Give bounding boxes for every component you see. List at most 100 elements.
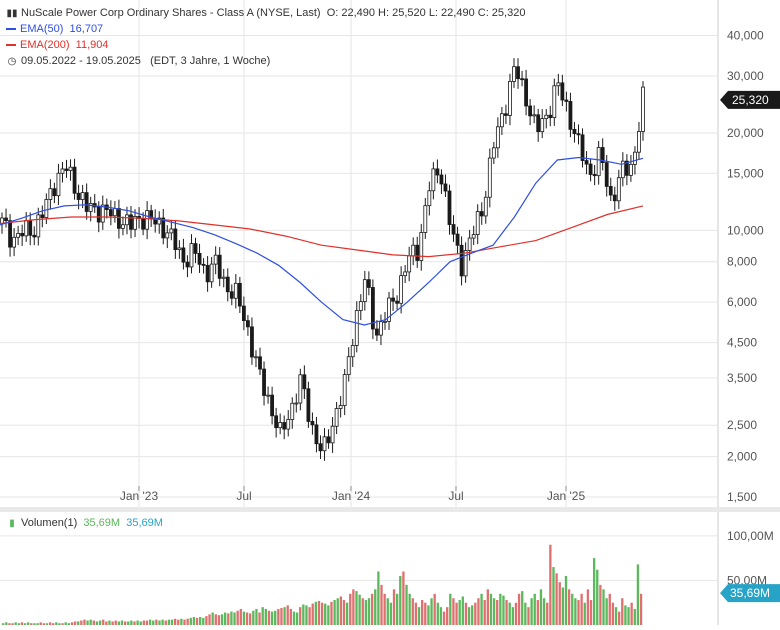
volume-bar [186,618,189,625]
candle-body [125,214,129,226]
volume-bar [308,607,311,625]
volume-bar [227,613,230,625]
candle-body [475,211,480,235]
volume-bar [245,612,249,625]
volume-bar [202,617,205,625]
candle-body [346,356,351,376]
volume-bar [617,611,621,625]
volume-bar [349,593,352,625]
volume-bar [173,618,177,625]
candle-body [193,243,198,254]
candle-body [44,199,49,218]
volume-bar [477,598,480,625]
volume-bar [270,611,274,625]
candle-body [584,160,589,165]
candle-body [616,177,621,202]
volume-bar [5,622,8,625]
candle-body [544,114,549,120]
volume-bar [2,623,5,625]
volume-bar [236,610,239,625]
candle-body [246,320,250,328]
candle-body [225,276,230,293]
ema200-line [0,205,644,258]
candle-body [391,297,395,302]
candle-body [451,224,456,235]
volume-bar [467,607,471,625]
volume-bar [336,598,339,625]
candle-body [572,128,577,135]
volume-bar [399,575,402,625]
volume-bar [45,623,49,625]
candle-body [237,282,242,307]
candle-body [213,254,218,265]
candle-body [129,214,133,230]
candle-body [201,263,206,266]
volume-bar [20,622,24,625]
volume-bar [92,620,96,625]
candle-body [64,168,69,171]
candle-body [415,244,420,261]
ema50-value: 16,707 [69,23,104,35]
volume-bar [261,607,264,625]
volume-bar [267,610,271,625]
volume-bar [630,602,633,625]
candle-body [435,168,440,176]
x-tick-label: Jan '25 [547,489,586,503]
volume-bar [167,619,171,625]
candle-body [290,402,295,420]
y-tick-label: 40,000 [727,29,764,43]
volume-bar [330,601,333,625]
volume-bar [127,621,130,625]
volume-bar [389,602,393,625]
candle-body [491,147,496,159]
candle-body [528,105,533,117]
candle-body [439,174,444,185]
volume-bar [249,613,252,625]
volume-bar [305,605,308,625]
volume-value-1: 35,69M [83,517,121,529]
volume-bar [130,620,133,625]
candle-body [209,263,214,283]
volume-bar [164,620,167,625]
volume-bar [636,564,640,625]
candle-body [88,203,93,212]
volume-bar [433,593,436,625]
candle-body [568,101,573,130]
volume-bar [211,612,214,625]
volume-bar [489,593,493,625]
ema200-value: 11,904 [75,39,109,51]
y-tick-label: 6,000 [727,295,757,309]
candle-body [427,190,432,207]
volume-bar [574,598,577,625]
candle-body [266,394,270,397]
candle-body [40,214,45,218]
date-range: 09.05.2022 - 19.05.2025 [21,55,141,67]
candle-body [580,134,585,161]
volume-bar [596,569,599,625]
volume-bar [180,618,183,625]
volume-bar [286,605,289,625]
volume-bar [608,593,611,625]
volume-bar [627,607,630,625]
volume-bar [439,607,443,625]
candle-body [177,247,182,251]
volume-bar [499,593,502,625]
volume-bar [252,610,255,625]
x-tick-label: Jul [448,489,463,503]
candle-body [262,368,266,396]
volume-bar [158,620,161,625]
candle-body [241,305,246,322]
volume-bar [602,589,605,625]
candle-body [471,234,476,239]
volume-bar [73,621,77,625]
candle-body [633,151,637,165]
volume-bar [258,612,261,625]
candle-body [229,291,234,299]
y-tick-label: 1,500 [727,490,757,504]
candle-body [375,328,379,336]
volume-bar [505,600,508,625]
candle-body [217,254,222,279]
volume-bar [496,600,499,625]
candle-body [250,326,254,358]
